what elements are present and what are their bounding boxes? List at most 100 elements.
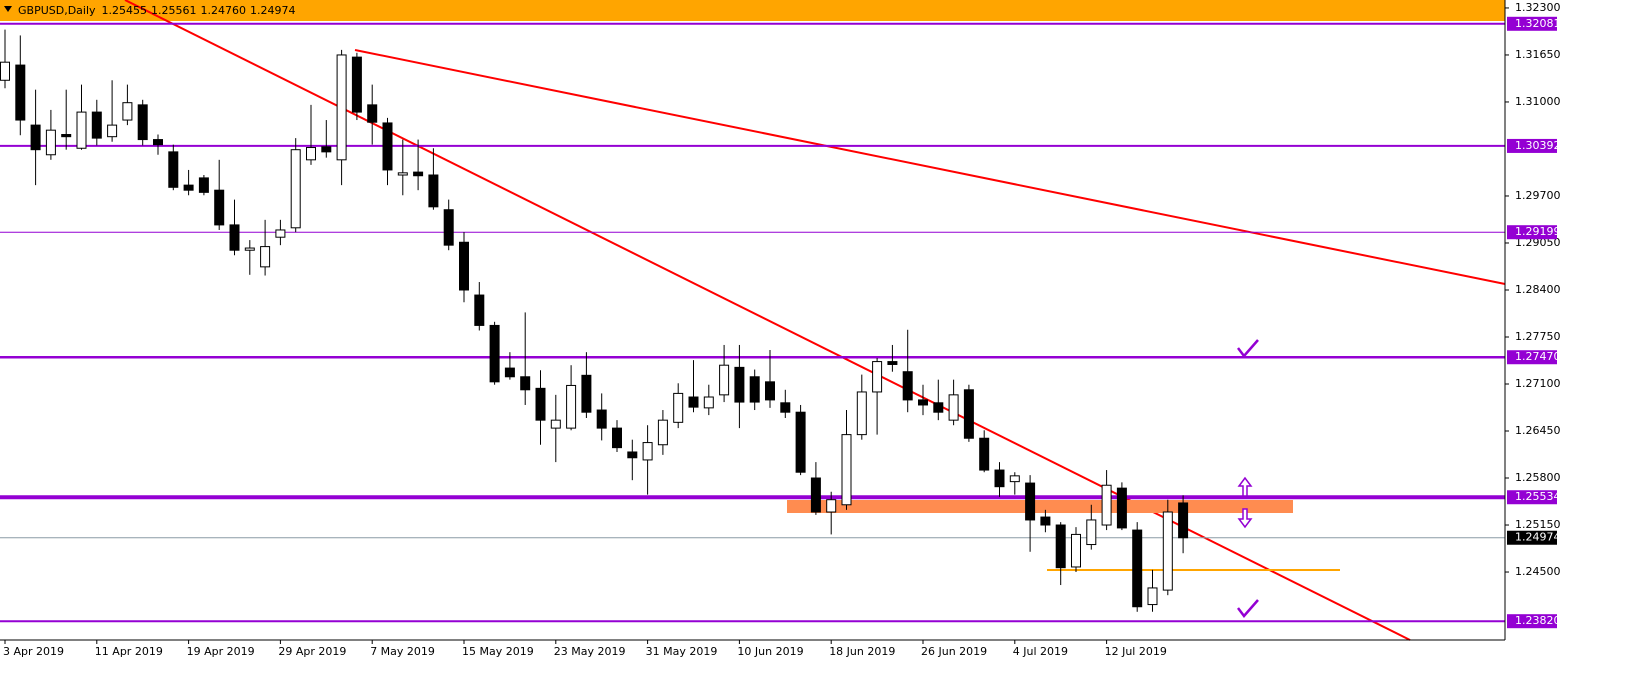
- header-zone: [0, 0, 1505, 21]
- level-label: 1.29199: [1515, 225, 1561, 238]
- level-label: 1.23820: [1515, 614, 1561, 627]
- level-label: 1.27470: [1515, 350, 1561, 363]
- menu-triangle: [4, 6, 12, 12]
- candle-body: [902, 371, 913, 401]
- candle-body: [122, 102, 133, 121]
- current-price-label: 1.24974: [1515, 531, 1561, 544]
- current-price-box: [1507, 530, 1557, 545]
- candle-body: [765, 381, 775, 401]
- candle-body: [1040, 516, 1051, 526]
- y-tick-label: 1.29050: [1515, 236, 1561, 249]
- candle-body: [137, 104, 148, 141]
- quote: 1.25561: [151, 4, 197, 17]
- y-tick-label: 1.28400: [1515, 283, 1561, 296]
- candle-body: [260, 246, 271, 268]
- x-tick-label: 31 May 2019: [646, 645, 718, 658]
- candle-body: [673, 392, 684, 423]
- level-label: 1.32081: [1515, 17, 1561, 30]
- candle-body: [443, 209, 454, 246]
- candle-body: [535, 387, 546, 421]
- candle-body: [229, 224, 240, 251]
- check-mark: [1237, 339, 1259, 358]
- candle-body: [688, 396, 699, 408]
- candle-body: [612, 427, 622, 449]
- candle-body: [1116, 487, 1127, 529]
- x-tick-label: 18 Jun 2019: [829, 645, 895, 658]
- candle-body: [45, 129, 56, 156]
- x-tick-label: 3 Apr 2019: [3, 645, 64, 658]
- candle-body: [948, 394, 959, 421]
- candle-body: [994, 469, 1005, 488]
- candle-body: [856, 391, 867, 436]
- x-tick-label: 29 Apr 2019: [278, 645, 346, 658]
- candle-body: [581, 374, 592, 413]
- y-tick-label: 1.27750: [1515, 330, 1561, 343]
- candle-body: [306, 147, 316, 161]
- trendline: [354, 49, 1506, 285]
- y-tick-label: 1.31000: [1515, 95, 1561, 108]
- x-tick-label: 10 Jun 2019: [737, 645, 803, 658]
- x-tick-label: 19 Apr 2019: [187, 645, 255, 658]
- candle-body: [153, 139, 163, 146]
- candle-body: [459, 241, 469, 291]
- candle-body: [1009, 475, 1020, 483]
- candle-body: [30, 124, 41, 151]
- candle-body: [810, 477, 821, 513]
- x-tick-label: 12 Jul 2019: [1105, 645, 1167, 658]
- candle-body: [1055, 524, 1066, 569]
- candle-body: [963, 389, 974, 439]
- candle-body: [168, 151, 179, 188]
- y-tick-label: 1.24500: [1515, 565, 1561, 578]
- symbol-title: GBPUSD,Daily: [18, 4, 96, 17]
- candle-body: [566, 384, 577, 429]
- x-tick-label: 23 May 2019: [554, 645, 626, 658]
- candle-body: [734, 366, 745, 403]
- candle-body: [795, 411, 806, 473]
- candle-body: [520, 376, 531, 391]
- y-tick-label: 1.31650: [1515, 48, 1561, 61]
- candle-body: [107, 124, 118, 138]
- x-tick-label: 11 Apr 2019: [95, 645, 163, 658]
- candle-body: [657, 419, 668, 446]
- candle-body: [428, 174, 439, 208]
- level-label-box: [1507, 138, 1557, 153]
- quote: 1.24760: [201, 4, 247, 17]
- candle-body: [1071, 533, 1081, 568]
- level-label-box: [1507, 225, 1557, 240]
- candle-body: [336, 54, 347, 161]
- y-tick-label: 1.25150: [1515, 518, 1561, 531]
- candle-body: [367, 104, 378, 123]
- candle-body: [15, 64, 26, 121]
- candle-body: [596, 409, 607, 429]
- level-label-box: [1507, 16, 1557, 31]
- candle-body: [703, 396, 714, 409]
- header: GBPUSD,Daily 1.25455 1.25561 1.24760 1.24974: [18, 4, 296, 17]
- quote: 1.25455: [102, 4, 148, 17]
- candle-body: [382, 122, 393, 171]
- candle-body: [351, 56, 362, 113]
- candle-body: [504, 367, 515, 378]
- x-tick-label: 7 May 2019: [370, 645, 435, 658]
- candle-body: [979, 437, 990, 471]
- candle-body: [887, 361, 898, 365]
- candle-body: [61, 134, 72, 138]
- y-tick-label: 1.27100: [1515, 377, 1561, 390]
- x-tick-label: 26 Jun 2019: [921, 645, 987, 658]
- level-label-box: [1507, 490, 1557, 505]
- candle-body: [91, 111, 102, 139]
- candle-body: [413, 171, 424, 177]
- candle-body: [826, 499, 837, 513]
- candle-body: [321, 146, 332, 153]
- candle-body: [0, 61, 10, 81]
- axes: 1.32300 1.31650 1.31000 1.29700 1.29050 1.284…: [3, 1, 1561, 658]
- candle-body: [872, 361, 883, 393]
- candle-body: [780, 402, 791, 413]
- candle-body: [397, 172, 408, 176]
- candle-body: [1101, 484, 1112, 526]
- candle-body: [183, 184, 194, 191]
- candle-body: [1086, 519, 1097, 546]
- candle-body: [489, 324, 500, 383]
- quote: 1.24974: [250, 4, 296, 17]
- candle-body: [1147, 587, 1158, 606]
